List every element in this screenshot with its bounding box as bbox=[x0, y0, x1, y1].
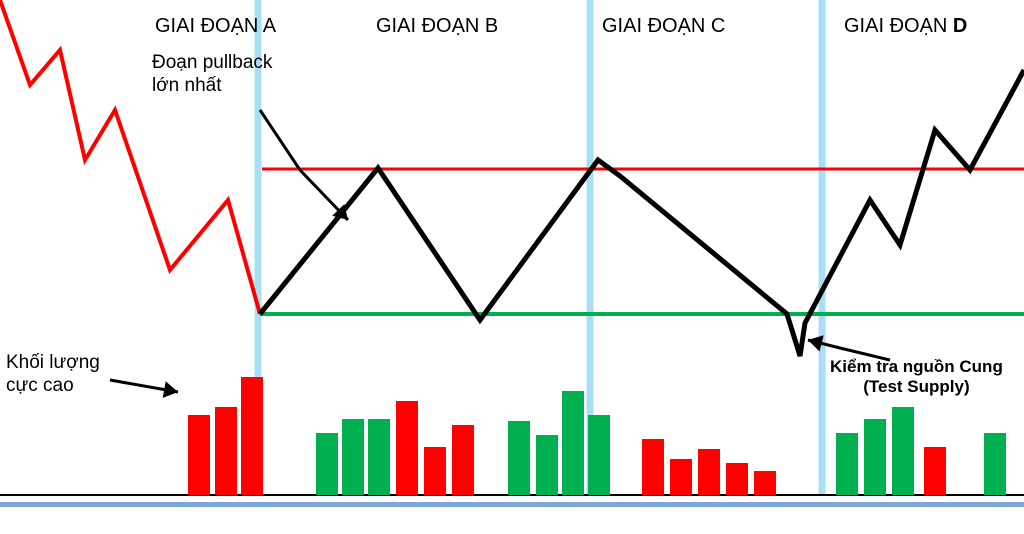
phase-label-b: GIAI ĐOẠN B bbox=[376, 14, 498, 38]
phase-label-c: GIAI ĐOẠN C bbox=[602, 14, 725, 38]
high-volume-label: Khối lượng cực cao bbox=[6, 352, 100, 398]
phase-label-d: GIAI ĐOẠN D bbox=[844, 14, 967, 38]
test-supply-label: Kiểm tra nguồn Cung (Test Supply) bbox=[830, 357, 1003, 398]
phase-label-a: GIAI ĐOẠN A bbox=[155, 14, 276, 38]
pullback-label: Đoạn pullback lớn nhất bbox=[152, 52, 272, 98]
